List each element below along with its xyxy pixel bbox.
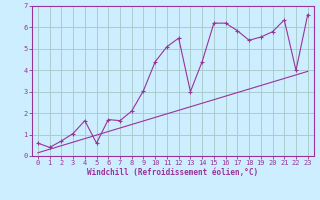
X-axis label: Windchill (Refroidissement éolien,°C): Windchill (Refroidissement éolien,°C) [87,168,258,177]
